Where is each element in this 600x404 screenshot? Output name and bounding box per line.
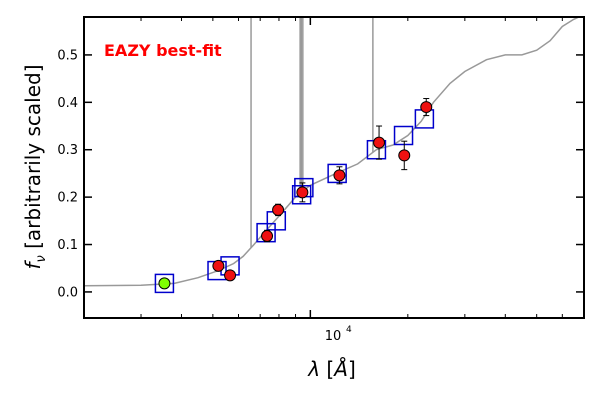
observed-point (261, 229, 274, 243)
observed-marker (224, 269, 237, 282)
annotation-label: EAZY best-fit (104, 41, 222, 60)
plot-area (84, 17, 581, 294)
observed-marker (296, 186, 309, 199)
template-flux-square (393, 125, 414, 146)
svg-text:10: 10 (325, 329, 342, 344)
y-tick-labels: 0.0 0.1 0.2 0.3 0.4 0.5 (57, 48, 78, 300)
y-tick-label: 0.5 (57, 48, 78, 63)
y-tick-label: 0.1 (57, 238, 78, 253)
axis-ticks (83, 17, 585, 318)
plot-frame (83, 16, 585, 319)
template-flux-markers (154, 109, 435, 294)
observed-marker (398, 149, 411, 162)
template-flux-square (291, 185, 312, 205)
y-axis-label: fν [arbitrarily scaled] (21, 64, 49, 269)
observed-point (158, 277, 171, 290)
observed-point (373, 125, 386, 160)
observed-point (398, 140, 411, 171)
observed-marker (272, 203, 285, 216)
observed-marker (333, 169, 346, 182)
observed-marker (261, 229, 274, 242)
template-flux-square (327, 163, 347, 184)
observed-marker (373, 136, 386, 149)
observed-point (272, 203, 285, 217)
x-axis-label: λ [Å] (307, 357, 356, 381)
observed-marker (420, 101, 433, 114)
y-tick-label: 0.0 (57, 285, 78, 300)
template-flux-square (154, 273, 175, 294)
observed-photometry (158, 98, 433, 290)
observed-marker (212, 259, 225, 272)
y-tick-label: 0.2 (57, 191, 78, 206)
svg-text:fν [arbitrarily scaled]: fν [arbitrarily scaled] (21, 64, 49, 269)
observed-point (420, 98, 433, 117)
x-tick-label-1e4: 10 4 (325, 325, 352, 344)
template-spectrum (84, 17, 581, 287)
observed-point (224, 269, 237, 282)
observed-marker (158, 277, 171, 290)
observed-point (212, 259, 225, 272)
svg-text:4: 4 (346, 325, 352, 335)
spectrum-line (84, 17, 581, 287)
y-tick-label: 0.4 (57, 96, 78, 111)
y-tick-label: 0.3 (57, 143, 78, 158)
observed-point (296, 182, 309, 203)
observed-point (333, 166, 346, 185)
svg-text:λ [Å]: λ [Å] (307, 357, 356, 381)
